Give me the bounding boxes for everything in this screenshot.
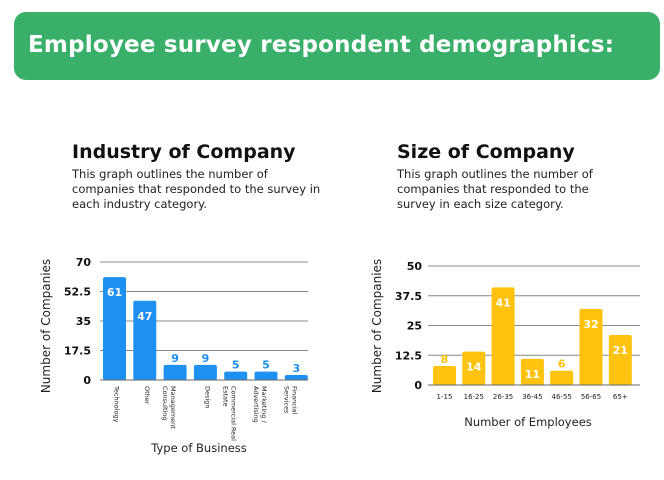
industry-data-label: 5 bbox=[232, 359, 240, 372]
industry-heading: Industry of Company bbox=[72, 141, 296, 163]
size-y-tick-label: 25 bbox=[407, 320, 422, 333]
size-x-tick-label: 36-45 bbox=[522, 393, 542, 401]
size-heading: Size of Company bbox=[397, 141, 575, 163]
industry-data-label: 5 bbox=[262, 359, 270, 372]
size-data-label: 8 bbox=[441, 353, 449, 366]
size-data-label: 14 bbox=[466, 361, 482, 374]
size-x-tick-label: 26-35 bbox=[493, 393, 513, 401]
size-y-tick-label: 37.5 bbox=[395, 290, 422, 303]
size-x-tick-label: 56-65 bbox=[581, 393, 601, 401]
size-bar bbox=[462, 351, 486, 385]
size-bar bbox=[433, 365, 456, 385]
size-x-tick-label: 1-15 bbox=[437, 393, 453, 401]
industry-x-axis-title: Type of Business bbox=[150, 441, 247, 455]
industry-y-tick-label: 0 bbox=[83, 374, 91, 387]
size-bar bbox=[579, 308, 603, 385]
industry-data-label: 47 bbox=[137, 310, 152, 323]
size-y-axis-title: Number of Companies bbox=[370, 259, 384, 393]
size-description: This graph outlines the number of compan… bbox=[397, 167, 593, 211]
industry-data-label: 3 bbox=[292, 362, 300, 375]
size-data-label: 11 bbox=[525, 368, 540, 381]
size-data-label: 41 bbox=[495, 296, 510, 309]
industry-bar bbox=[103, 277, 126, 380]
size-data-label: 6 bbox=[558, 358, 566, 371]
header-banner bbox=[14, 12, 660, 80]
size-x-tick-label: 16-25 bbox=[464, 393, 484, 401]
industry-bar bbox=[254, 371, 278, 380]
industry-data-label: 9 bbox=[202, 352, 210, 365]
size-x-axis-title: Number of Employees bbox=[464, 415, 592, 429]
size-x-tick-label: 65+ bbox=[613, 393, 628, 401]
industry-description: This graph outlines the number of compan… bbox=[72, 167, 321, 211]
industry-y-tick-label: 35 bbox=[76, 315, 91, 328]
page-title: Employee survey respondent demographics: bbox=[28, 32, 615, 58]
industry-x-tick-label: FinancialServices bbox=[282, 386, 298, 415]
industry-x-tick-label: ManagementConsulting bbox=[161, 386, 177, 429]
industry-data-label: 9 bbox=[171, 352, 179, 365]
size-bar bbox=[608, 335, 632, 385]
size-bar bbox=[520, 358, 544, 385]
industry-bar bbox=[193, 364, 217, 380]
industry-x-tick-label: Design bbox=[203, 386, 211, 408]
size-bar bbox=[491, 287, 515, 385]
size-y-tick-label: 0 bbox=[414, 379, 422, 392]
size-y-tick-label: 50 bbox=[407, 260, 423, 273]
size-data-label: 32 bbox=[583, 318, 598, 331]
industry-x-tick-label: Other bbox=[143, 386, 151, 405]
industry-bar bbox=[133, 300, 157, 380]
industry-bar bbox=[284, 374, 308, 380]
industry-bar bbox=[224, 371, 248, 380]
size-x-tick-label: 46-55 bbox=[552, 393, 572, 401]
industry-data-label: 61 bbox=[107, 286, 122, 299]
industry-bar bbox=[163, 364, 187, 380]
industry-y-tick-label: 52.5 bbox=[64, 286, 91, 299]
industry-y-axis-title: Number of Companies bbox=[39, 259, 53, 393]
industry-x-tick-label: Marketing /Advertising bbox=[252, 386, 268, 423]
size-data-label: 21 bbox=[613, 344, 628, 357]
industry-x-tick-label: Commercial RealEstate bbox=[222, 386, 238, 441]
industry-y-tick-label: 70 bbox=[76, 256, 92, 269]
industry-x-tick-label: Technology bbox=[113, 385, 121, 423]
size-bar bbox=[550, 370, 574, 385]
industry-y-tick-label: 17.5 bbox=[64, 345, 91, 358]
size-y-tick-label: 12.5 bbox=[395, 349, 422, 362]
